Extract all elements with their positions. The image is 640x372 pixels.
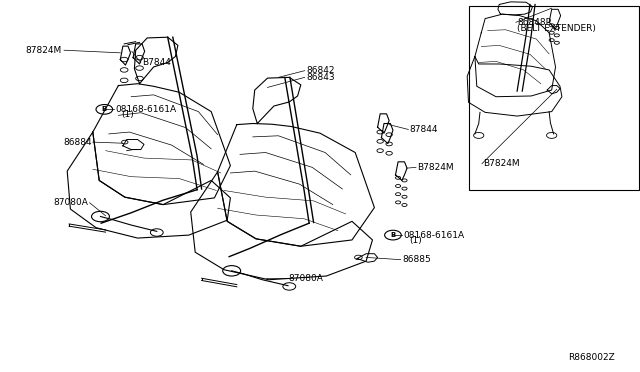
Text: 08168-6161A: 08168-6161A: [115, 105, 177, 114]
Text: (1): (1): [410, 236, 422, 245]
Text: (1): (1): [122, 110, 134, 119]
Text: 86884: 86884: [63, 138, 92, 147]
Text: 86842: 86842: [306, 66, 335, 75]
Text: B: B: [102, 106, 107, 112]
Bar: [469, 6, 639, 190]
Text: 86848P: 86848P: [517, 18, 551, 27]
Text: R868002Z: R868002Z: [568, 353, 614, 362]
Text: B7824M: B7824M: [417, 163, 454, 172]
Text: B7844: B7844: [142, 58, 171, 67]
Text: (BELT EXTENDER): (BELT EXTENDER): [517, 24, 596, 33]
Text: 87844: 87844: [410, 125, 438, 134]
Text: 86843: 86843: [306, 73, 335, 82]
Text: 87080A: 87080A: [288, 274, 323, 283]
Text: 87080A: 87080A: [54, 198, 88, 207]
Text: B7824M: B7824M: [483, 159, 520, 168]
Text: 86885: 86885: [402, 255, 431, 264]
Text: 08168-6161A: 08168-6161A: [403, 231, 465, 240]
Text: B: B: [390, 232, 396, 238]
Text: 87824M: 87824M: [26, 46, 62, 55]
